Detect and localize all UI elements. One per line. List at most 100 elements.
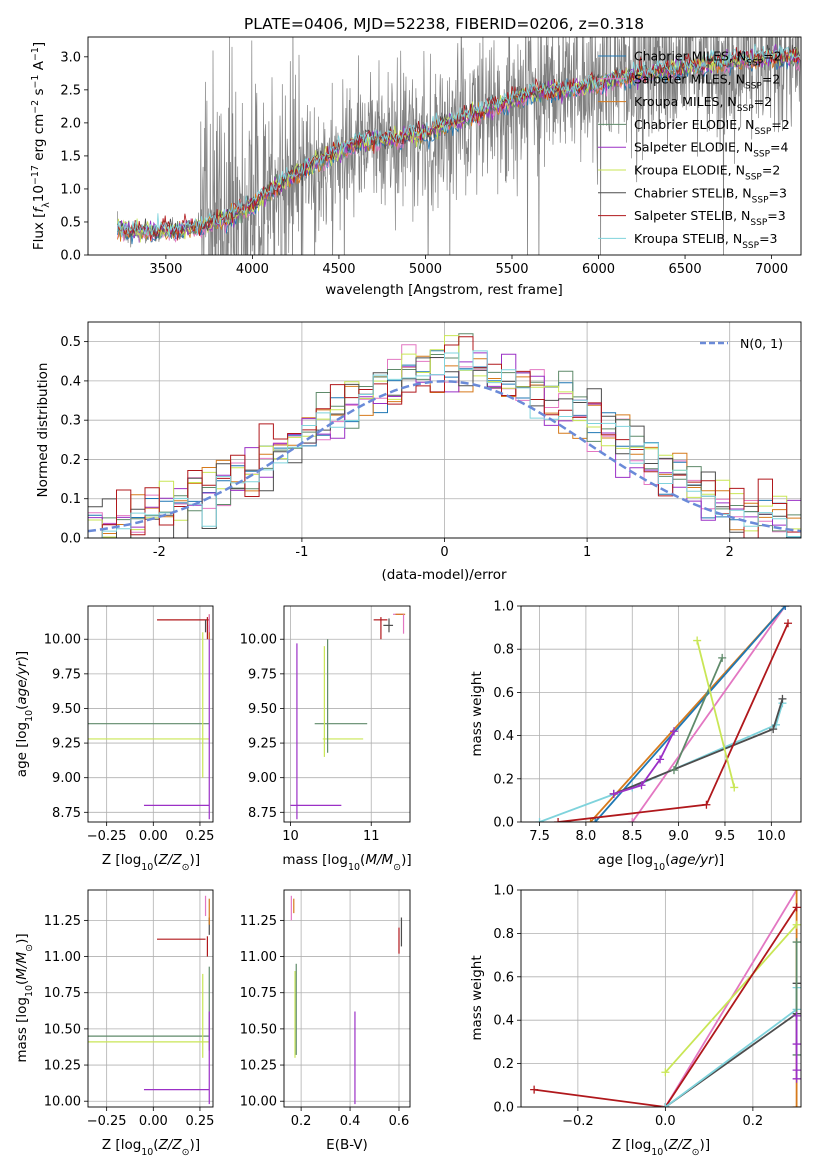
- y-axis-label: age [log10(age/yr)]: [14, 651, 35, 777]
- marker: [628, 818, 637, 822]
- y-tick-label: 0.6: [493, 970, 514, 985]
- y-tick-label: 10.00: [44, 633, 81, 648]
- y-axis-label: Normed distribution: [35, 363, 51, 498]
- y-tick-label: 0.4: [493, 1014, 514, 1029]
- panel-2: −0.25 0.00 0.25 8.75 9.00 9.25 9.50 9.75 10.00: [44, 605, 214, 844]
- marker: [792, 903, 801, 912]
- marker: [702, 800, 711, 809]
- marker: [535, 818, 544, 822]
- y-tick-label: 0.8: [493, 643, 514, 658]
- panel-5: −0.25 0.00 0.25 10.00 10.25 10.50 10.75 11.00 11…: [44, 889, 214, 1129]
- axes-frame: [87, 36, 802, 256]
- x-axis-label: Z [log10(Z/Z⊙)]: [102, 852, 200, 873]
- marker: [792, 1066, 801, 1075]
- marker: [792, 920, 801, 929]
- y-tick-label: 3.0: [60, 50, 81, 65]
- y-tick-label: 0.5: [60, 335, 81, 350]
- y-tick-label: 9.25: [52, 737, 81, 752]
- axes-frame: [520, 889, 802, 1108]
- y-tick-label: 0.5: [60, 215, 81, 230]
- chart-title: PLATE=0406, MJD=52238, FIBERID=0206, z=0…: [244, 15, 644, 33]
- marker: [781, 606, 790, 610]
- x-tick-label: 0.4: [340, 1114, 361, 1129]
- panel-4: 7.5 8.0 8.5 9.0 9.5 10.0 0.0 0.2 0.4 0.6 0.8 1.0: [493, 600, 802, 844]
- marker: [661, 1103, 670, 1107]
- x-axis-label: Z [log10(Z/Z⊙)]: [102, 1137, 200, 1158]
- marker: [637, 781, 646, 790]
- y-tick-label: 1.0: [493, 600, 514, 615]
- y-tick-label: 10.75: [44, 986, 81, 1001]
- y-tick-label: 10.25: [44, 1059, 81, 1074]
- y-tick-label: 1.0: [60, 182, 81, 197]
- y-tick-label: 11.25: [240, 914, 277, 929]
- legend-label: Chabrier ELODIE, NSSP=2: [634, 117, 790, 137]
- x-axis-label: mass [log10(M/M⊙)]: [282, 852, 411, 873]
- series-line: [696, 640, 736, 788]
- x-tick-label: 0.00: [139, 1114, 168, 1129]
- y-tick-label: 9.50: [52, 702, 81, 717]
- series-line: [533, 906, 798, 1107]
- y-tick-label: 9.00: [248, 771, 277, 786]
- series-line: [664, 987, 798, 1107]
- panel-3: 10 11 8.75 9.00 9.25 9.50 9.75 10.00: [240, 605, 411, 844]
- x-tick-label: 5500: [495, 262, 528, 277]
- legend-label: N(0, 1): [740, 336, 783, 351]
- marker: [792, 1040, 801, 1049]
- x-axis-label: (data-model)/error: [381, 567, 507, 583]
- axes-frame: [283, 889, 411, 1108]
- marker: [792, 1103, 801, 1107]
- marker: [792, 938, 801, 947]
- x-tick-label: 8.5: [622, 829, 643, 844]
- marker: [730, 783, 739, 792]
- x-tick-label: -1: [295, 545, 308, 560]
- x-tick-label: −0.25: [87, 829, 127, 844]
- panel-1: -2 -1 0 1 2 0.0 0.1 0.2 0.3 0.4 0.5 N(0, 1): [60, 321, 802, 560]
- series-line: [673, 657, 724, 771]
- y-axis-label: mass [log10(M/M⊙)]: [14, 933, 35, 1062]
- x-tick-label: 4500: [322, 262, 355, 277]
- x-tick-label: 0.25: [185, 1114, 214, 1129]
- y-tick-label: 0.0: [493, 1101, 514, 1116]
- y-tick-label: 0.6: [493, 686, 514, 701]
- histogram-step: [88, 350, 801, 538]
- marker: [792, 1074, 801, 1083]
- x-tick-label: 6500: [669, 262, 702, 277]
- y-tick-label: 10.25: [240, 1059, 277, 1074]
- axes-frame: [520, 605, 802, 823]
- x-tick-label: 11: [363, 829, 380, 844]
- axes-frame: [87, 605, 214, 823]
- marker: [530, 1085, 539, 1094]
- y-tick-label: 10.50: [240, 1022, 277, 1037]
- x-axis-label: age [log10(age/yr)]: [598, 852, 724, 873]
- panel-0: 3500 4000 4500 5000 5500 6000 6500 7000 0.0 0.5 1.…: [60, 36, 802, 277]
- x-axis-label: Z [log10(Z/Z⊙)]: [612, 1137, 710, 1158]
- plot-area: [530, 890, 801, 1107]
- x-tick-label: -2: [153, 545, 166, 560]
- x-tick-label: 0.2: [743, 1114, 764, 1129]
- y-tick-label: 8.75: [248, 806, 277, 821]
- y-axis-label: Flux [fλ10−17 erg cm−2 s−1 A−1]: [30, 42, 52, 250]
- legend-label: Kroupa STELIB, NSSP=3: [634, 231, 778, 251]
- y-tick-label: 0.4: [493, 729, 514, 744]
- marker: [669, 727, 678, 736]
- y-tick-label: 10.00: [240, 633, 277, 648]
- y-tick-label: 10.00: [44, 1095, 81, 1110]
- legend-label: Kroupa MILES, NSSP=2: [634, 94, 772, 114]
- x-tick-label: 3500: [149, 262, 182, 277]
- x-tick-label: 10.0: [757, 829, 786, 844]
- y-tick-label: 9.75: [52, 667, 81, 682]
- series-line: [539, 702, 784, 822]
- x-tick-label: 4000: [236, 262, 269, 277]
- y-axis-label: mass weight: [469, 671, 485, 756]
- model-spectrum: [117, 43, 800, 238]
- y-tick-label: 0.3: [60, 414, 81, 429]
- x-tick-label: 1: [583, 545, 591, 560]
- gaussian-curve: [88, 380, 801, 533]
- marker: [609, 789, 618, 798]
- marker: [669, 766, 678, 775]
- x-tick-label: 5000: [409, 262, 442, 277]
- y-tick-label: 0.0: [60, 249, 81, 264]
- y-tick-label: 0.8: [493, 927, 514, 942]
- axes-frame: [87, 321, 802, 539]
